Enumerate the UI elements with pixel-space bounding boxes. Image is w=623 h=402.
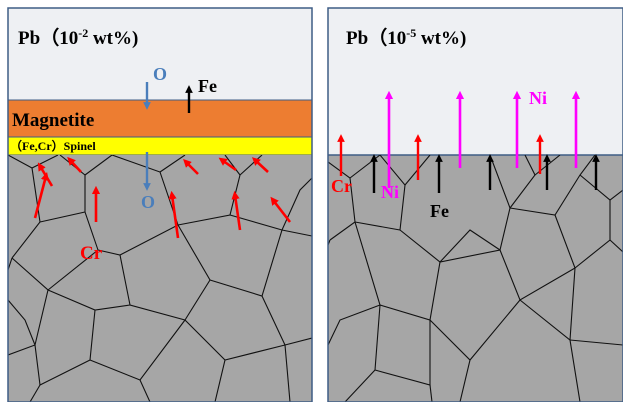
left-cr-arrow-1 <box>33 171 49 219</box>
right-nickel-arrows <box>384 90 581 188</box>
left-liquid-pb-region <box>8 8 312 100</box>
o-top-label: O <box>153 64 167 84</box>
left-panel-border <box>7 7 313 402</box>
cr-label-left: Cr <box>80 243 103 264</box>
left-chromium-diffusion-arrows <box>33 156 292 239</box>
left-panel: Pb（10-2 wt%) Magnetite （Fe,Cr）Spinel O F… <box>7 7 313 402</box>
left-cr-arrow-4 <box>67 156 82 173</box>
left-grain-boundaries <box>8 155 312 402</box>
left-title: Pb（10-2 wt%) <box>18 26 138 49</box>
left-cr-arrow-5 <box>168 190 180 239</box>
magnetite-layer <box>7 99 313 138</box>
right-panel-border <box>327 7 623 402</box>
right-chromium-arrows <box>337 134 544 180</box>
right-grain-boundaries <box>328 155 623 402</box>
o-bottom-label: O <box>141 192 155 212</box>
spinel-label: （Fe,Cr）Spinel <box>10 138 96 153</box>
left-cr-arrow-2 <box>37 162 54 187</box>
left-cr-arrow-8 <box>218 157 237 172</box>
cr-label-right: Cr <box>331 176 352 196</box>
ni-label-bottom: Ni <box>381 182 399 202</box>
right-iron-arrows <box>370 154 600 193</box>
left-cr-arrow-10 <box>251 157 269 173</box>
right-title: Pb（10-5 wt%) <box>346 26 466 49</box>
right-panel: Pb（10-5 wt%) Ni Cr Ni Fe <box>327 7 623 402</box>
left-cr-arrow-6 <box>183 159 199 175</box>
fe-label-left: Fe <box>198 76 217 96</box>
right-liquid-pb-region <box>328 8 623 155</box>
magnetite-label: Magnetite <box>12 110 94 131</box>
left-steel-substrate <box>8 155 312 402</box>
left-cr-arrow-9 <box>270 196 292 223</box>
fe-label-right: Fe <box>430 201 449 221</box>
left-cr-arrow-7 <box>231 190 242 231</box>
ni-label-top: Ni <box>529 88 547 108</box>
